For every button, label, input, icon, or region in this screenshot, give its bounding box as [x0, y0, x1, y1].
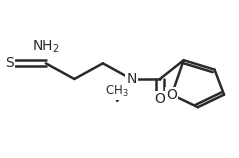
- Text: N: N: [126, 72, 136, 86]
- Text: O: O: [154, 92, 165, 106]
- Text: S: S: [5, 56, 14, 70]
- Text: O: O: [166, 88, 177, 102]
- Text: CH$_3$: CH$_3$: [105, 84, 129, 99]
- Text: NH$_2$: NH$_2$: [32, 38, 60, 55]
